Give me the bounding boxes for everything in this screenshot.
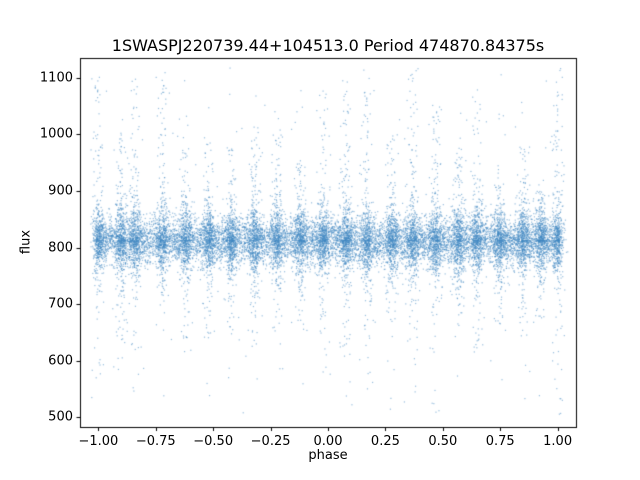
y-axis-label: flux	[18, 229, 34, 255]
x-axis-label: phase	[308, 448, 348, 463]
chart-title: 1SWASPJ220739.44+104513.0 Period 474870.…	[111, 36, 545, 55]
